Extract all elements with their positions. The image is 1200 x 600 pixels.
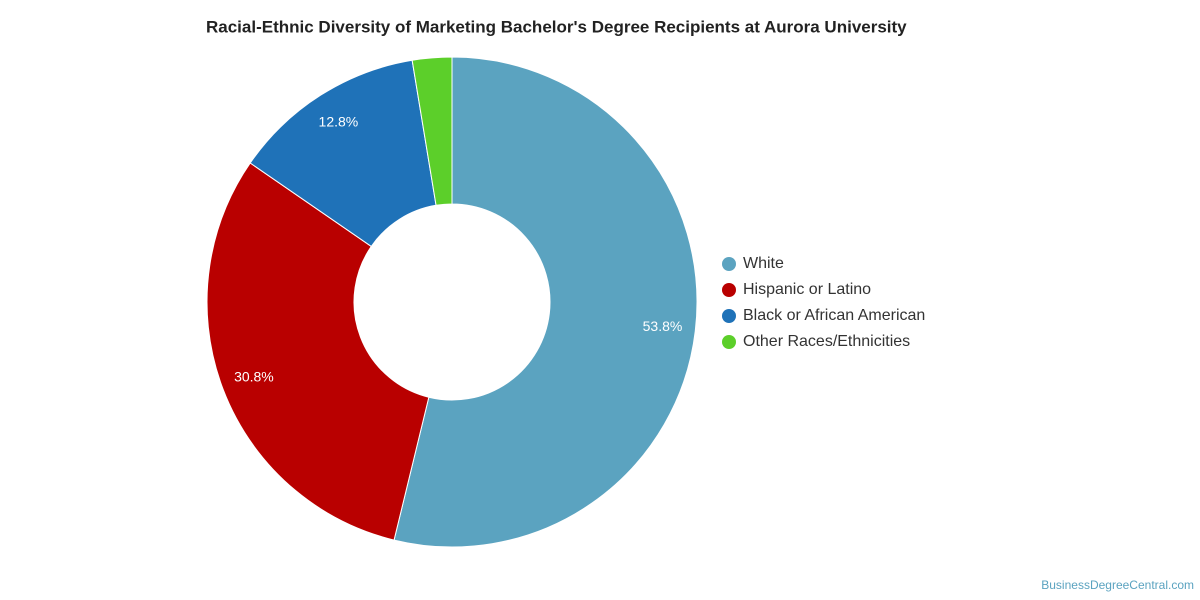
- donut-slice: [411, 56, 453, 206]
- chart-title: Racial-Ethnic Diversity of Marketing Bac…: [206, 17, 907, 36]
- legend-label: Black or African American: [743, 307, 925, 324]
- donut-slice: [206, 162, 430, 541]
- value-label: 30.8%: [234, 368, 274, 384]
- legend-label: Other Races/Ethnicities: [743, 333, 910, 350]
- legend-label: White: [743, 255, 784, 272]
- legend-swatch: [722, 309, 736, 323]
- legend-swatch: [722, 335, 736, 349]
- donut-slice: [393, 56, 698, 548]
- legend-swatch: [722, 283, 736, 297]
- legend-swatch: [722, 257, 736, 271]
- watermark: BusinessDegreeCentral.com: [1041, 578, 1194, 592]
- value-label: 53.8%: [643, 318, 683, 334]
- legend-label: Hispanic or Latino: [743, 281, 871, 298]
- value-label: 12.8%: [319, 114, 359, 130]
- donut-slice: [249, 59, 437, 248]
